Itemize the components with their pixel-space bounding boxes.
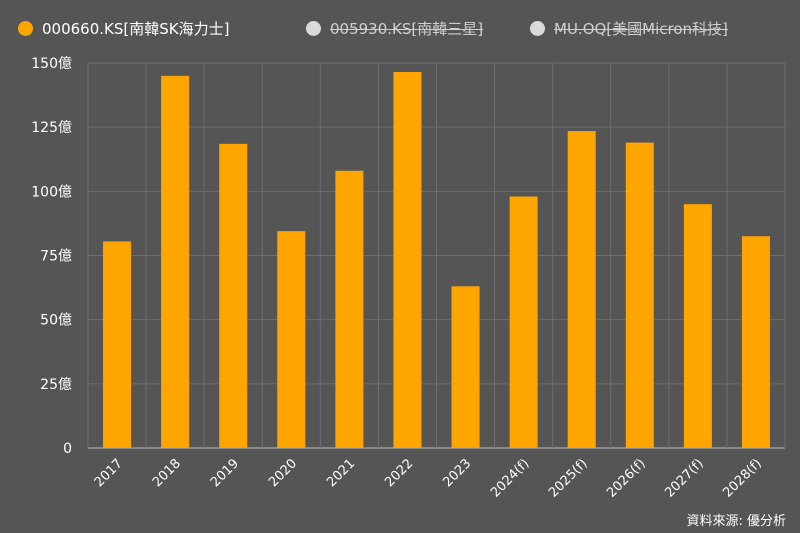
bar-2021[interactable] xyxy=(335,170,364,449)
x-tick-label: 2023 xyxy=(440,456,474,490)
x-tick-label: 2021 xyxy=(324,456,358,490)
x-tick-label: 2018 xyxy=(150,456,184,490)
legend-item-sk-hynix[interactable]: 000660.KS[南韓SK海力士] xyxy=(18,18,229,39)
bar-2020[interactable] xyxy=(277,231,306,448)
bar-2025(f)[interactable] xyxy=(567,131,596,448)
legend-label: 000660.KS[南韓SK海力士] xyxy=(42,20,230,38)
y-tick-label: 125億 xyxy=(31,120,72,136)
bar-2023[interactable] xyxy=(451,286,480,448)
bar-2028(f)[interactable] xyxy=(741,236,770,448)
x-tick-label: 2025(f) xyxy=(546,456,590,500)
x-tick-label: 2027(f) xyxy=(662,456,706,500)
bar-2018[interactable] xyxy=(161,75,190,448)
bar-2024(f)[interactable] xyxy=(509,196,538,448)
source-note: 資料來源: 優分析 xyxy=(686,514,786,529)
legend-dot-icon xyxy=(306,21,321,36)
x-tick-label: 2020 xyxy=(266,456,300,490)
y-tick-label: 0 xyxy=(63,441,72,457)
y-tick-label: 100億 xyxy=(31,184,72,200)
x-tick-label: 2028(f) xyxy=(720,456,764,500)
legend-label: MU.OQ[美國Micron科技] xyxy=(554,20,728,38)
legend-label: 005930.KS[南韓三星] xyxy=(330,20,484,38)
legend-item-micron[interactable]: MU.OQ[美國Micron科技] xyxy=(530,18,728,39)
y-tick-label: 75億 xyxy=(40,249,72,265)
y-tick-label: 50億 xyxy=(40,313,72,329)
legend-dot-icon xyxy=(18,21,33,36)
bar-2017[interactable] xyxy=(103,241,132,448)
bar-2019[interactable] xyxy=(219,143,248,448)
x-tick-label: 2024(f) xyxy=(488,456,532,500)
y-tick-label: 150億 xyxy=(31,56,72,72)
legend-item-samsung[interactable]: 005930.KS[南韓三星] xyxy=(306,18,483,39)
x-tick-label: 2017 xyxy=(92,456,126,490)
bar-2026(f)[interactable] xyxy=(625,142,654,449)
y-tick-label: 25億 xyxy=(40,377,72,393)
x-tick-label: 2022 xyxy=(382,456,416,490)
legend-dot-icon xyxy=(530,21,545,36)
x-tick-label: 2019 xyxy=(208,456,242,490)
bar-2022[interactable] xyxy=(393,71,422,448)
bar-2027(f)[interactable] xyxy=(683,204,712,448)
x-tick-label: 2026(f) xyxy=(604,456,648,500)
